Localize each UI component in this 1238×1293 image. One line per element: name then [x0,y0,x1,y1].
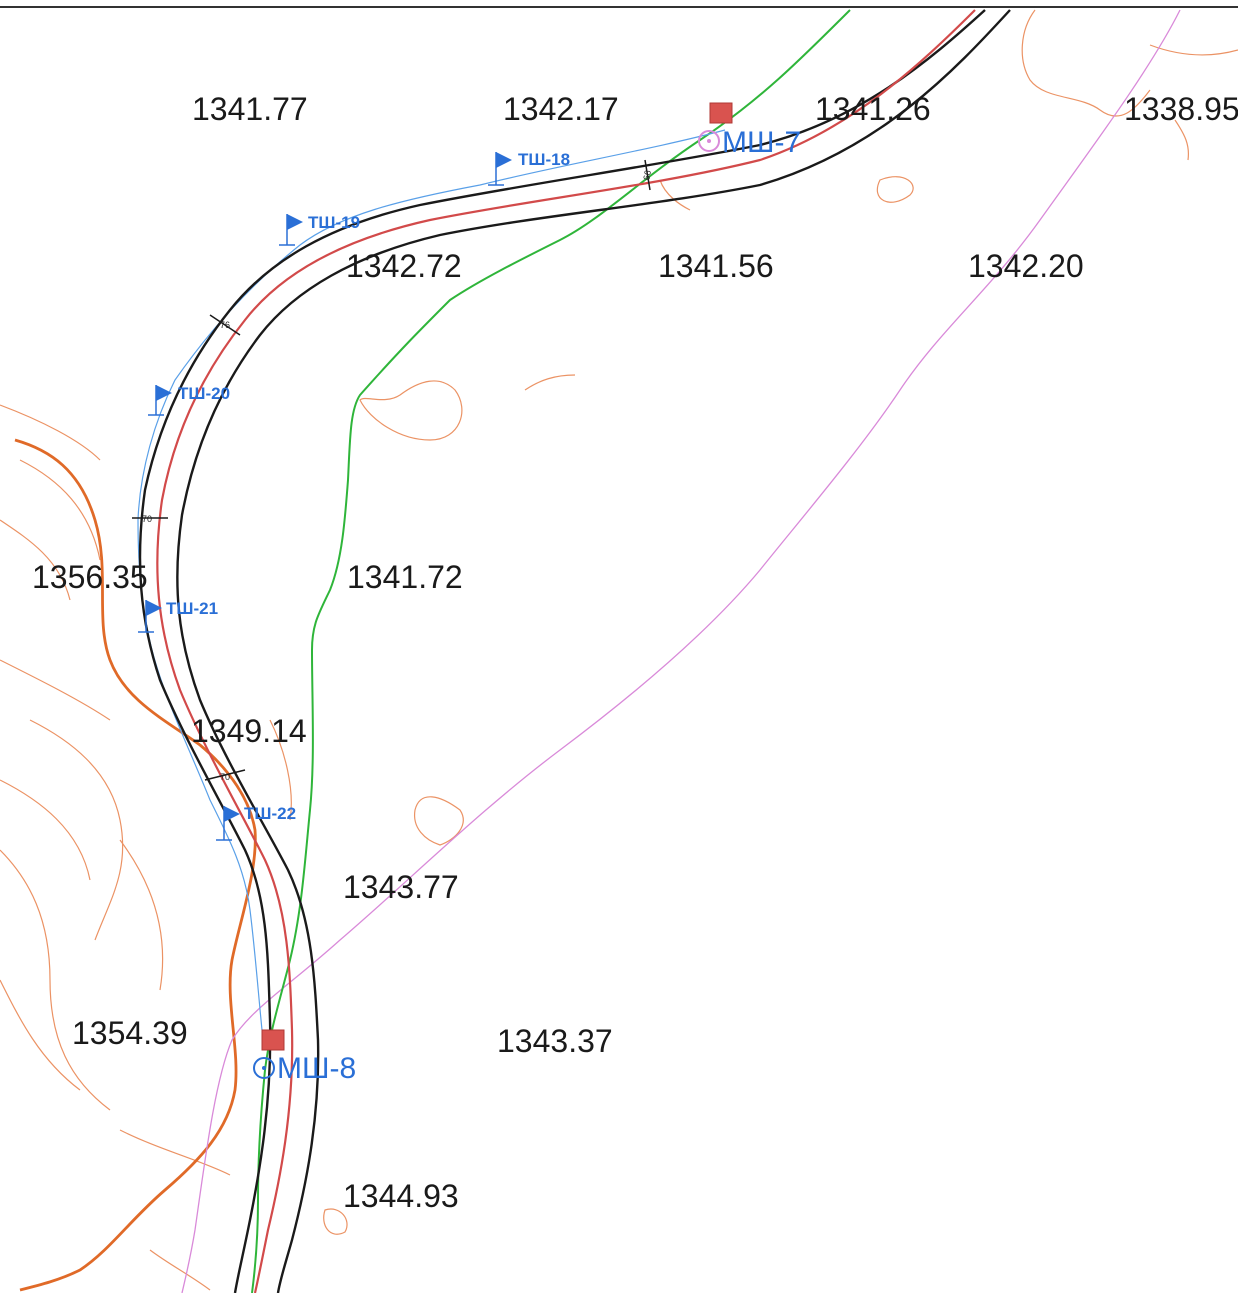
well-marker-m8[interactable]: МШ-8 [253,1029,356,1085]
elevation-label: 1344.93 [343,1178,459,1214]
flag-marker-t18[interactable]: ТШ-18 [488,150,570,186]
marker-label: ТШ-22 [244,804,296,823]
flag-icon [156,385,172,401]
well-box-icon [709,102,733,124]
green-line [251,9,851,1293]
elevation-label: 1354.39 [72,1015,188,1051]
elevation-label: 1356.35 [32,559,148,595]
flag-marker-t19[interactable]: ТШ-19 [279,213,360,246]
road [138,9,1011,1293]
flag-icon [224,806,240,822]
elevation-label: 1342.72 [346,248,462,284]
elevation-label: 1341.72 [347,559,463,595]
well-box-icon [261,1029,285,1051]
contour-lines [0,9,1238,1291]
well-marker-m7[interactable]: МШ-7 [698,102,801,159]
flag-icon [287,214,303,230]
road-edge-upper [138,9,986,1293]
cross-tick [644,159,651,191]
marker-label: ТШ-20 [178,384,230,403]
road-axis [156,9,976,1293]
elevation-label: 1341.26 [815,91,931,127]
tick-label: 70 [220,772,230,782]
elevation-label: 1343.77 [343,869,459,905]
elevation-label: 1338.95 [1124,91,1238,127]
cross-tick [204,769,246,781]
tick-label: 76 [220,320,230,330]
elevation-labels: 1341.77 1342.17 1341.26 1338.95 1342.72 … [32,91,1238,1214]
elevation-label: 1342.17 [503,91,619,127]
well-circle-icon [253,1057,275,1079]
flag-marker-t21[interactable]: ТШ-21 [138,599,218,633]
elevation-label: 1341.77 [192,91,308,127]
elevation-label: 1343.37 [497,1023,613,1059]
flag-marker-t22[interactable]: ТШ-22 [216,804,296,841]
tick-label: 66 [641,169,653,181]
marker-label: МШ-7 [722,126,801,159]
flag-icon [496,152,512,168]
m-markers: МШ-7 МШ-8 [253,102,801,1085]
marker-label: ТШ-18 [518,150,570,169]
marker-label: ТШ-21 [166,599,218,618]
flag-icon [146,600,162,616]
elevation-label: 1341.56 [658,248,774,284]
well-circle-icon [698,130,720,152]
t-markers: ТШ-18 ТШ-19 ТШ-20 ТШ-21 ТШ-22 [138,150,570,841]
marker-label: МШ-8 [277,1052,356,1085]
cross-sections [132,159,651,781]
marker-label: ТШ-19 [308,213,360,232]
flag-marker-t20[interactable]: ТШ-20 [148,384,230,416]
survey-line [137,129,726,1031]
elevation-label: 1342.20 [968,248,1084,284]
road-edge-lower [176,9,1011,1293]
elevation-label: 1349.14 [191,713,307,749]
boundary-line [181,9,1181,1293]
tick-label: 70 [142,514,152,524]
cross-tick [209,314,241,336]
